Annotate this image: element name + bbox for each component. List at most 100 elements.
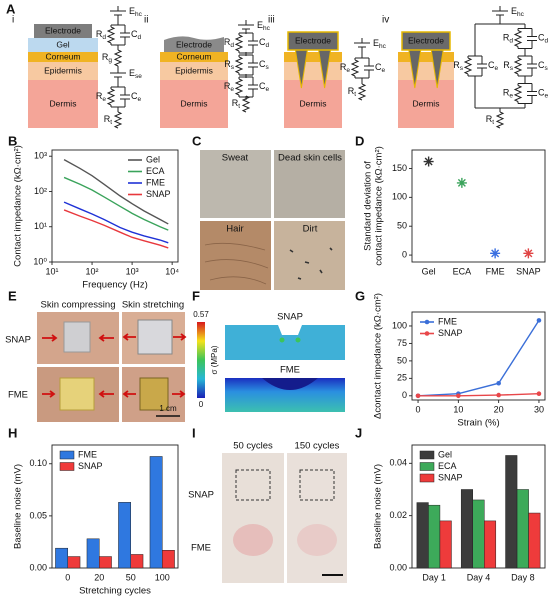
colorbar-min: 0 [199,400,204,409]
point [456,177,467,188]
y-tick-label: 100 [392,192,407,202]
x-tick-label: 20 [494,404,504,414]
row-label: FME [191,543,211,554]
stress-spot [295,337,301,343]
bar [528,512,541,569]
label-subscript: d [102,34,106,41]
resistor [463,57,473,75]
x-tick-label: 100 [155,572,170,582]
layer-label: Electrode [176,39,212,49]
label-subscript: t [238,103,240,110]
x-tick-label: 10² [86,266,99,276]
circuit-label: Rt [232,98,241,109]
circuit-label: Rd [224,37,235,48]
label-symbol: R [503,33,510,43]
label-symbol: R [486,114,493,124]
bar [484,520,497,569]
y-axis-label: Contact impedance (kΩ·cm²) [13,145,24,267]
label-subscript: hc [263,25,271,32]
y-tick-label: 75 [397,338,407,348]
series-line [63,209,169,249]
point [456,393,461,399]
x-tick-label: ECA [453,266,472,276]
label-subscript: s [460,65,464,72]
label-symbol: C [259,59,266,69]
point [490,248,501,259]
legend-swatch [59,450,75,460]
x-tick-label: 0 [416,404,421,414]
label-symbol: R [232,98,239,108]
layer-label: Dermis [50,98,77,108]
dermis [28,80,98,128]
point [523,248,534,259]
resistor [513,57,523,75]
label-subscript: s [231,64,235,71]
circuit-label: Cd [538,33,549,44]
label-symbol: R [348,86,355,96]
bar [439,520,452,569]
x-tick-label: 10³ [126,266,139,276]
label-subscript: se [135,73,142,80]
y-tick-label: 0.10 [29,458,47,468]
label-symbol: C [259,81,266,91]
device-outline [299,469,335,501]
circuit-label: Ce [538,88,549,99]
column-label: 50 cycles [233,441,273,452]
resistor [495,111,505,129]
legend-label: SNAP [78,461,103,471]
photo [274,221,345,290]
photo-label: Sweat [222,153,249,164]
label-symbol: E [373,38,379,48]
legend-label: SNAP [146,189,171,199]
label-subscript: e [545,92,549,99]
panel-letter: E [8,288,17,303]
series-line [63,201,169,244]
y-tick-label: 10⁰ [33,256,47,266]
y-tick-label: 0.04 [389,458,407,468]
point [536,391,542,397]
fme-model [225,378,345,412]
y-tick-label: 10³ [34,151,47,161]
electrode [34,24,92,38]
label-subscript: e [230,86,234,93]
panel-letter: J [355,425,362,440]
bar [130,554,144,569]
resistor [350,59,360,77]
legend-marker [424,319,430,325]
legend-swatch [419,450,435,460]
label-subscript: t [492,119,494,126]
circuit-label: Rs [503,60,514,71]
dirt-texture [289,247,333,280]
bar [99,556,112,569]
legend-label: Gel [438,449,452,459]
label-subscript: hc [379,43,387,50]
panel-letter: F [192,288,200,303]
bar [516,489,529,569]
fme-device [139,377,169,411]
resistor [357,83,367,101]
bar [505,455,518,569]
stress-spot [279,337,285,343]
legend-label: FME [438,316,457,326]
device-outline [235,469,271,501]
y-tick-label: 100 [392,320,407,330]
layer-label: Dermis [413,98,440,108]
skin-mark [297,524,337,556]
series-line [63,176,169,231]
point [415,393,421,399]
row-label: SNAP [5,335,31,346]
y-tick-label: 0.00 [389,562,407,572]
circuit-label: Rg [102,52,113,63]
panel-letter: B [8,133,17,148]
legend-swatch [59,462,75,471]
layer-label: Epidermis [175,65,213,75]
x-axis-label: Frequency (Hz) [82,280,147,291]
resistor [106,88,116,106]
plot-frame [411,149,546,263]
label-subscript: s [545,65,549,72]
dermis [160,80,228,128]
gel [28,38,98,52]
y-tick-label: 0.00 [29,562,47,572]
legend-label: FME [78,449,97,459]
column-label: Skin compressing [41,300,116,311]
